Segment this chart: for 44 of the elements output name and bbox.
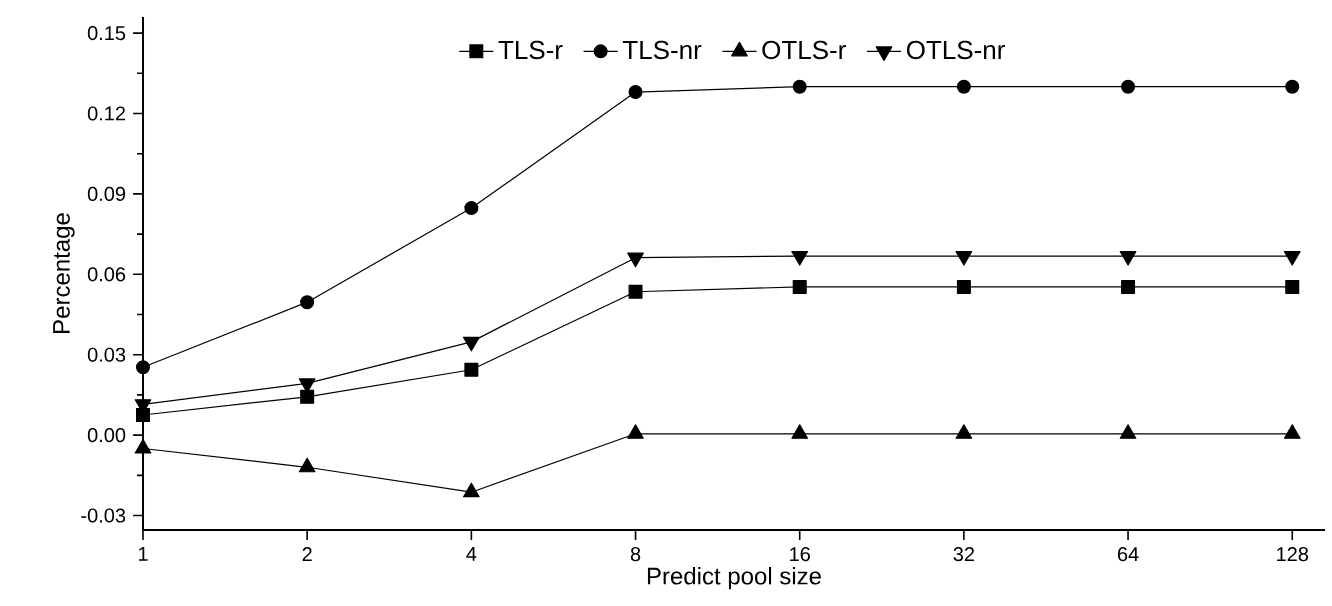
x-tick-label: 2 [302,547,312,562]
point [627,424,644,439]
x-tick-label: 8 [630,547,641,562]
y-tick-label: 0.15 [87,26,126,41]
legend-label: OTLS-nr [906,40,1005,60]
point [955,424,973,439]
y-tick-label: -0.03 [81,508,126,523]
y-tick-label: 0.06 [87,267,126,282]
point [1121,79,1136,94]
point [792,279,807,294]
y-axis-title: Percentage [53,213,75,333]
point [134,438,152,454]
point [136,360,151,375]
legend-label: TLS-nr [622,40,702,60]
x-tick-label: 32 [953,547,975,562]
point [1283,424,1301,439]
point [464,362,479,377]
point [791,424,809,439]
point [1285,79,1300,94]
point [1119,424,1137,439]
legend-label: TLS-r [498,40,563,60]
x-tick-label: 4 [466,547,477,561]
point [792,79,807,94]
point [628,284,643,299]
x-tick-label: 64 [1117,547,1139,562]
x-axis-title: Predict pool size [647,566,821,590]
y-tick-label: 0.09 [87,186,126,201]
y-tick-label: 0.00 [87,428,126,443]
point [1285,279,1300,294]
point [628,85,643,100]
point [463,482,480,498]
point [300,295,315,310]
y-tick-label: 0.03 [87,347,126,362]
point [1121,279,1136,294]
point [956,79,971,94]
x-tick-label: 128 [1277,547,1309,562]
y-tick-label: 0.12 [87,106,126,121]
point [300,389,315,404]
x-tick-label: 16 [790,547,810,562]
point [464,201,479,216]
point [298,457,316,473]
legend-label: OTLS-r [762,40,846,60]
point [956,279,971,294]
x-tick-label: 1 [138,547,148,561]
